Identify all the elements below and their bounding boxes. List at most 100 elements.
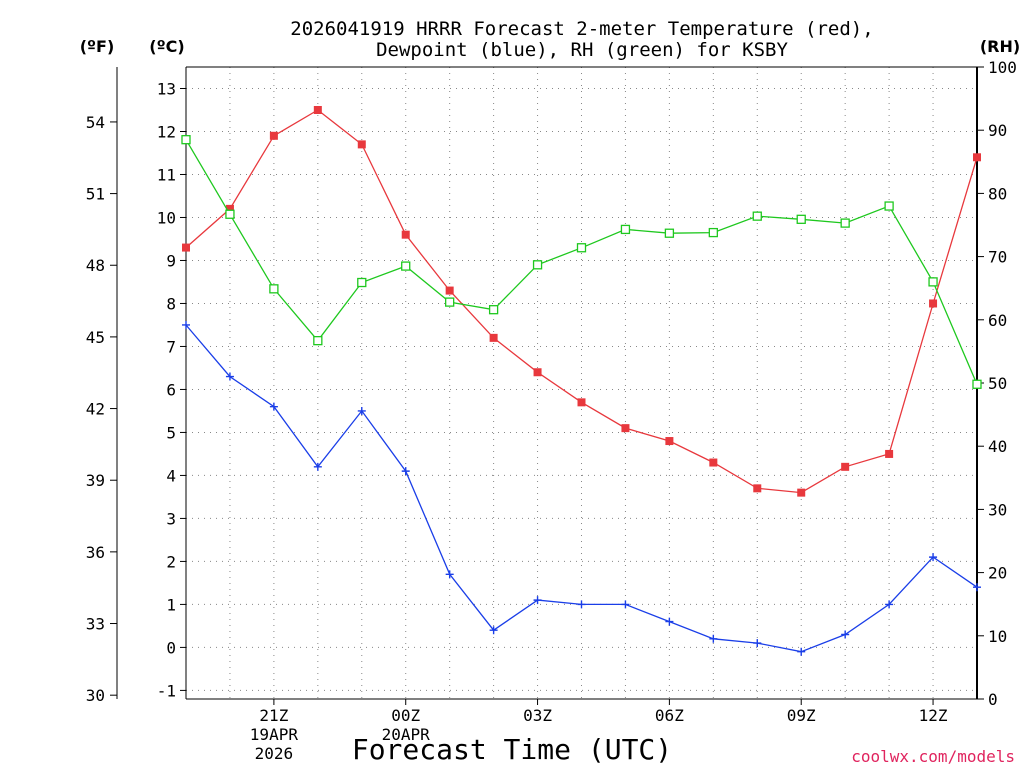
celsius-tick-label: 2 xyxy=(166,552,176,571)
rh-point xyxy=(488,305,499,315)
rh-point xyxy=(664,228,675,238)
rh-point xyxy=(269,284,279,294)
temperature-point xyxy=(313,105,322,114)
temperature-point xyxy=(489,333,498,342)
temperature-point xyxy=(182,243,190,252)
dewpoint-point xyxy=(269,402,278,411)
rh-tick-label: 80 xyxy=(988,184,1007,203)
temperature-point xyxy=(357,140,366,149)
chart-title-line-2: Dewpoint (blue), RH (green) for KSBY xyxy=(376,39,788,61)
rh-tick-label: 30 xyxy=(988,500,1007,519)
data-series xyxy=(181,105,982,656)
temperature-point xyxy=(533,368,542,377)
temperature-point xyxy=(885,449,894,458)
rh-tick-label: 10 xyxy=(988,627,1007,646)
fahrenheit-tick-label: 51 xyxy=(86,185,105,204)
axes: -101234567891011121330333639424548515401… xyxy=(86,58,1017,763)
x-tick-label: 19APR xyxy=(250,725,299,744)
dewpoint-point xyxy=(665,617,674,626)
rh-point xyxy=(840,218,850,228)
celsius-tick-label: 11 xyxy=(157,165,176,184)
x-tick-label: 12Z xyxy=(919,706,948,725)
temperature-point xyxy=(401,230,410,239)
celsius-tick-label: 9 xyxy=(166,251,176,270)
x-tick-label: 09Z xyxy=(787,706,816,725)
fahrenheit-tick-label: 33 xyxy=(86,615,105,634)
rh-point xyxy=(752,211,762,221)
rh-tick-label: 60 xyxy=(988,311,1007,330)
rh-line xyxy=(185,139,978,385)
celsius-tick-label: 3 xyxy=(166,509,176,528)
dewpoint-point xyxy=(709,634,718,643)
chart-title-line-1: 2026041919 HRRR Forecast 2-meter Tempera… xyxy=(290,18,873,40)
x-tick-label: 03Z xyxy=(523,706,552,725)
rh-point xyxy=(928,277,938,287)
dewpoint-point xyxy=(929,553,938,562)
rh-tick-label: 100 xyxy=(988,58,1017,77)
dewpoint-point xyxy=(313,462,322,471)
x-tick-label: 21Z xyxy=(259,706,288,725)
rh-point xyxy=(313,336,323,346)
rh-tick-label: 0 xyxy=(988,690,998,709)
dewpoint-point xyxy=(489,626,498,635)
celsius-tick-label: 7 xyxy=(166,337,176,356)
celsius-unit-label: (ºC) xyxy=(149,37,184,56)
celsius-tick-label: 0 xyxy=(166,638,176,657)
temperature-point xyxy=(445,286,454,295)
rh-point xyxy=(225,209,235,219)
dewpoint-point xyxy=(797,647,806,656)
rh-tick-label: 20 xyxy=(988,564,1007,583)
dewpoint-point xyxy=(621,600,630,609)
celsius-tick-label: -1 xyxy=(157,681,176,700)
fahrenheit-unit-label: (ºF) xyxy=(80,37,115,56)
dewpoint-point xyxy=(182,320,190,329)
celsius-tick-label: 12 xyxy=(157,122,176,141)
fahrenheit-tick-label: 30 xyxy=(86,686,105,705)
rh-point xyxy=(181,135,191,145)
temperature-point xyxy=(269,131,278,140)
celsius-tick-label: 6 xyxy=(166,380,176,399)
dewpoint-point xyxy=(445,570,454,579)
site-credit: coolwx.com/models xyxy=(851,747,1015,766)
rh-point xyxy=(796,214,806,224)
rh-unit-label: (RH) xyxy=(980,37,1020,56)
rh-point xyxy=(708,227,718,238)
rh-point xyxy=(357,277,367,288)
rh-tick-label: 70 xyxy=(988,248,1007,267)
rh-point xyxy=(445,297,455,307)
celsius-tick-label: 10 xyxy=(157,208,176,227)
x-tick-label: 06Z xyxy=(655,706,684,725)
dewpoint-point xyxy=(973,583,981,592)
dewpoint-point xyxy=(533,596,542,605)
temperature-point xyxy=(797,488,806,497)
dewpoint-point xyxy=(841,630,850,639)
temperature-point xyxy=(621,424,630,433)
temperature-point xyxy=(973,153,981,162)
temperature-point xyxy=(665,437,674,446)
rh-point xyxy=(620,224,631,235)
rh-point xyxy=(972,379,982,389)
rh-point xyxy=(884,201,894,211)
celsius-tick-label: 5 xyxy=(166,423,176,442)
dewpoint-point xyxy=(885,600,894,609)
dewpoint-point xyxy=(225,372,234,381)
temperature-point xyxy=(841,462,850,471)
fahrenheit-tick-label: 42 xyxy=(86,400,105,419)
fahrenheit-tick-label: 39 xyxy=(86,471,105,490)
dewpoint-point xyxy=(577,600,586,609)
x-axis-title: Forecast Time (UTC) xyxy=(352,733,672,766)
celsius-tick-label: 13 xyxy=(157,79,176,98)
dewpoint-point xyxy=(357,406,366,415)
temperature-point xyxy=(577,398,586,407)
fahrenheit-tick-label: 45 xyxy=(86,328,105,347)
temperature-point xyxy=(753,484,762,493)
rh-tick-label: 90 xyxy=(988,121,1007,140)
x-tick-label: 2026 xyxy=(255,744,294,763)
rh-point xyxy=(532,260,543,270)
celsius-tick-label: 8 xyxy=(166,294,176,313)
rh-tick-label: 40 xyxy=(988,437,1007,456)
temperature-point xyxy=(709,458,718,467)
rh-point xyxy=(576,243,587,253)
fahrenheit-tick-label: 36 xyxy=(86,543,105,562)
